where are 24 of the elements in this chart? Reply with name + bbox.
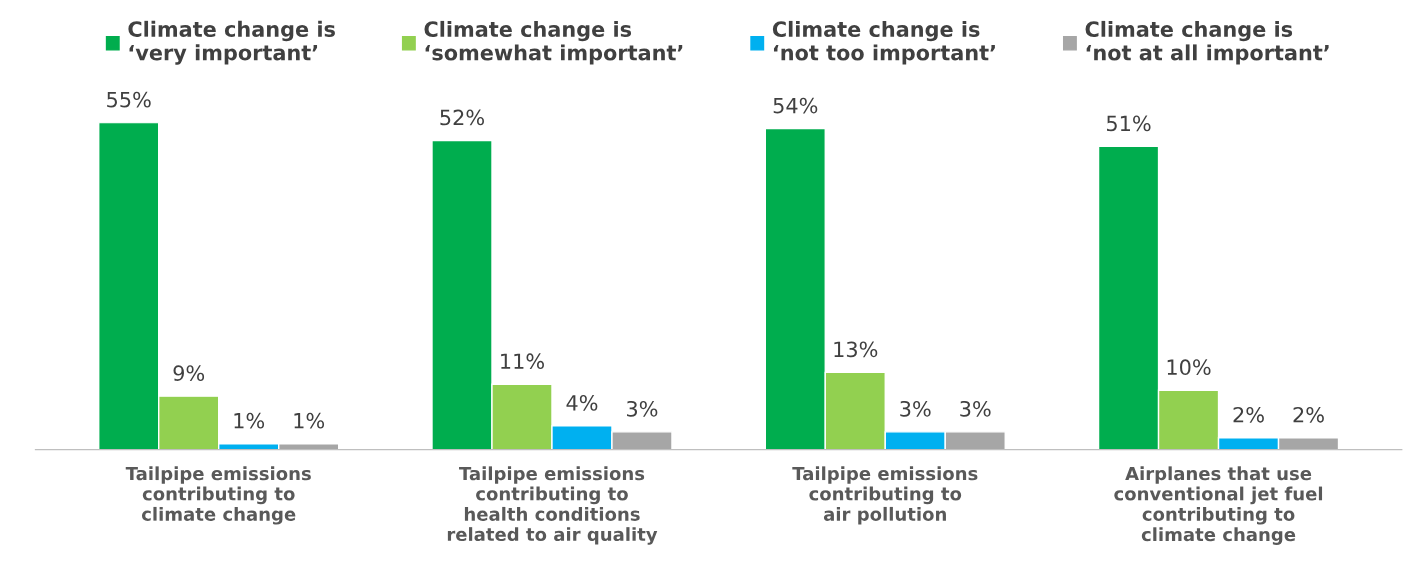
legend-label: Climate change is ‘very important’	[128, 20, 335, 65]
data-label: 1%	[234, 412, 265, 429]
legend-label: Climate change is ‘not too important’	[772, 20, 995, 65]
data-label: 2%	[1233, 406, 1264, 423]
data-label: 11%	[501, 353, 544, 370]
x-tick-label: Tailpipe emissions contributing to climate change	[125, 466, 311, 525]
data-label: 54%	[773, 97, 818, 114]
x-tick-label: Tailpipe emissions contributing to health conditions related to air quality	[447, 466, 658, 545]
legend-label: Climate change is ‘not at all important’	[1085, 20, 1329, 65]
data-label: 13%	[834, 341, 878, 358]
data-label: 3%	[627, 400, 658, 417]
legend-label: Climate change is ‘somewhat important’	[424, 20, 683, 65]
x-tick-label: Tailpipe emissions contributing to air pollution	[792, 466, 978, 525]
data-label: 1%	[294, 412, 325, 429]
data-label: 3%	[960, 400, 991, 417]
data-label: 3%	[900, 400, 931, 417]
data-label: 10%	[1167, 359, 1211, 376]
data-label: 51%	[1107, 115, 1151, 132]
data-label: 4%	[566, 394, 598, 411]
data-label: 52%	[440, 109, 484, 126]
data-label: 2%	[1293, 406, 1324, 423]
data-label: 55%	[107, 91, 151, 108]
data-label: 9%	[173, 365, 205, 382]
x-tick-label: Airplanes that use conventional jet fuel contributing to climate change	[1114, 466, 1323, 545]
